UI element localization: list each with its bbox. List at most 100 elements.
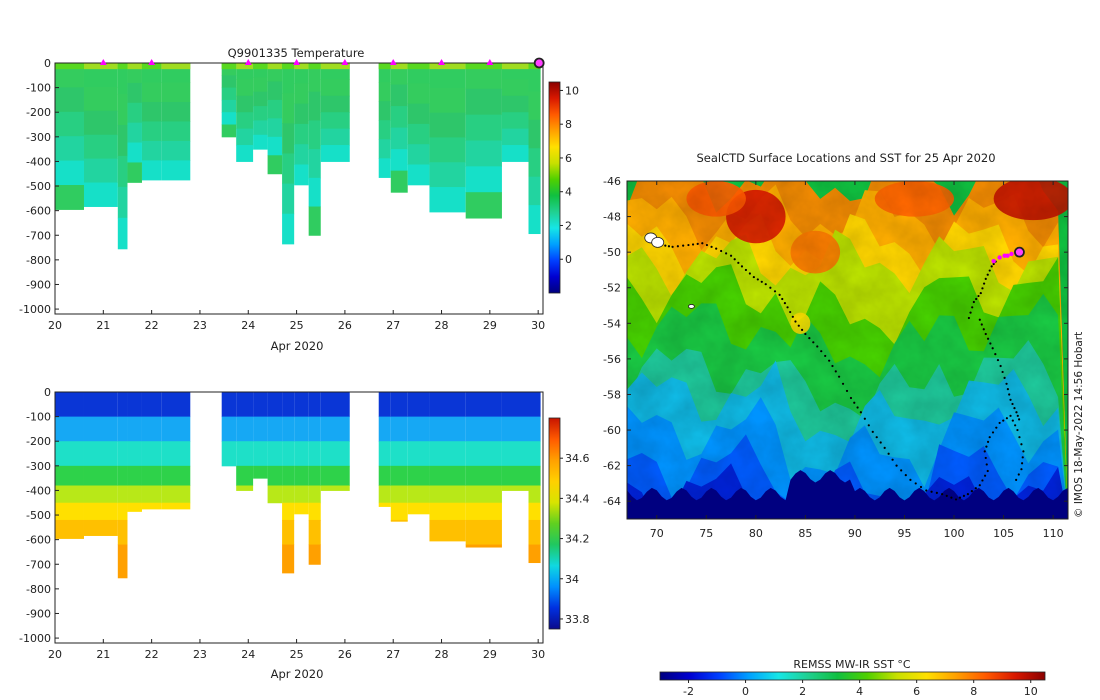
temperature-cell bbox=[294, 83, 309, 105]
track-point bbox=[752, 275, 755, 279]
y-tick-label: -600 bbox=[26, 205, 51, 218]
salinity-cell bbox=[83, 465, 118, 487]
temperature-panel: Q9901335 Temperature 20 21 22 23 24 25 26 27 28 2… bbox=[19, 46, 579, 353]
track-point bbox=[797, 324, 800, 327]
track-point bbox=[760, 280, 763, 283]
x-tick-label: 25 bbox=[290, 648, 304, 661]
track-point bbox=[778, 293, 781, 296]
salinity-cell bbox=[55, 441, 84, 467]
y-tick-label: -900 bbox=[26, 278, 51, 291]
salinity-cell bbox=[465, 441, 502, 467]
salinity-cell bbox=[55, 519, 84, 539]
track-point bbox=[845, 389, 849, 393]
temperature-colorbar-ticks: 10 8 6 4 2 0 bbox=[560, 84, 579, 266]
sst-colorbar-tick-label: -2 bbox=[683, 685, 694, 698]
salinity-cell bbox=[308, 544, 321, 565]
salinity-cell bbox=[141, 392, 162, 418]
temperature-cell bbox=[236, 128, 254, 146]
temperature-cell bbox=[282, 213, 295, 245]
temperature-cell bbox=[528, 148, 541, 178]
salinity-cell bbox=[465, 392, 502, 418]
track-point bbox=[725, 252, 728, 255]
y-tick-label: -800 bbox=[26, 583, 51, 596]
salinity-cell bbox=[528, 392, 541, 418]
salinity-cell bbox=[528, 544, 541, 564]
salinity-cell bbox=[294, 465, 309, 487]
temperature-cell bbox=[378, 139, 391, 159]
track-point bbox=[996, 358, 1000, 362]
track-point bbox=[986, 337, 990, 340]
track-point bbox=[682, 244, 685, 247]
salinity-cell bbox=[501, 416, 529, 442]
track-point bbox=[1016, 414, 1019, 417]
salinity-cell bbox=[308, 502, 321, 521]
temperature-surface-cell bbox=[267, 63, 283, 70]
temperature-cell bbox=[127, 82, 142, 104]
y-tick-label: -1000 bbox=[19, 632, 51, 645]
track-point bbox=[935, 491, 938, 495]
track-point bbox=[974, 487, 977, 490]
temperature-surface-cell bbox=[55, 63, 84, 70]
track-point bbox=[986, 469, 989, 473]
salinity-cell bbox=[221, 392, 237, 418]
sst-colorbar-tick-label: 4 bbox=[856, 685, 863, 698]
temperature-cell bbox=[294, 123, 309, 145]
temperature-surface-cell bbox=[501, 63, 529, 70]
salinity-cell bbox=[308, 416, 321, 442]
track-point bbox=[991, 347, 994, 350]
track-point bbox=[1001, 370, 1004, 374]
track-point bbox=[1022, 450, 1025, 453]
salinity-cell bbox=[282, 544, 295, 574]
sst-colorbar-tick-label: 0 bbox=[742, 685, 749, 698]
temperature-cell bbox=[117, 63, 128, 95]
salinity-cell bbox=[308, 392, 321, 418]
temperature-cell bbox=[127, 162, 142, 183]
salinity-cell bbox=[407, 502, 430, 515]
temperature-cell bbox=[253, 120, 268, 136]
salinity-cell bbox=[141, 441, 162, 467]
temperature-cell bbox=[267, 99, 283, 119]
track-point bbox=[990, 265, 993, 268]
x-tick-label: 30 bbox=[531, 319, 545, 332]
track-point bbox=[998, 421, 1001, 425]
track-point bbox=[900, 469, 903, 472]
temperature-cell bbox=[429, 162, 466, 188]
temperature-cell bbox=[465, 192, 502, 219]
salinity-cell bbox=[294, 441, 309, 467]
island bbox=[688, 304, 695, 309]
temperature-cell bbox=[308, 177, 321, 208]
track-point bbox=[972, 300, 975, 304]
salinity-cell bbox=[127, 502, 142, 512]
salinity-cell bbox=[253, 465, 268, 479]
temperature-cell bbox=[390, 170, 408, 193]
temperature-cell bbox=[429, 187, 466, 213]
salinity-cell bbox=[378, 441, 391, 467]
temperature-cell bbox=[83, 86, 118, 112]
track-point bbox=[1013, 407, 1016, 410]
temperature-cell bbox=[253, 134, 268, 150]
track-point bbox=[1005, 417, 1008, 420]
map-x-tick-label: 95 bbox=[897, 527, 911, 540]
x-tick-label: 22 bbox=[145, 319, 159, 332]
salinity-cell bbox=[83, 485, 118, 504]
temperature-cell bbox=[320, 112, 350, 130]
temperature-cell bbox=[221, 99, 237, 113]
track-point bbox=[1014, 424, 1017, 427]
surface-marker bbox=[438, 59, 446, 65]
y-tick-label: -700 bbox=[26, 229, 51, 242]
salinity-cell bbox=[161, 465, 191, 487]
temperature-cell bbox=[141, 140, 162, 161]
track-point bbox=[950, 496, 953, 499]
track-point bbox=[919, 485, 923, 489]
salinity-cell bbox=[83, 392, 118, 418]
salinity-cell bbox=[429, 392, 466, 418]
temperature-cell bbox=[127, 142, 142, 163]
salinity-cell bbox=[528, 502, 541, 521]
temperature-cell bbox=[161, 101, 191, 122]
track-point bbox=[971, 306, 974, 309]
y-tick-label: -300 bbox=[26, 460, 51, 473]
track-point bbox=[980, 323, 983, 326]
seal-track bbox=[651, 242, 1025, 501]
sst-colorbar bbox=[659, 671, 1046, 681]
track-point bbox=[895, 464, 898, 467]
